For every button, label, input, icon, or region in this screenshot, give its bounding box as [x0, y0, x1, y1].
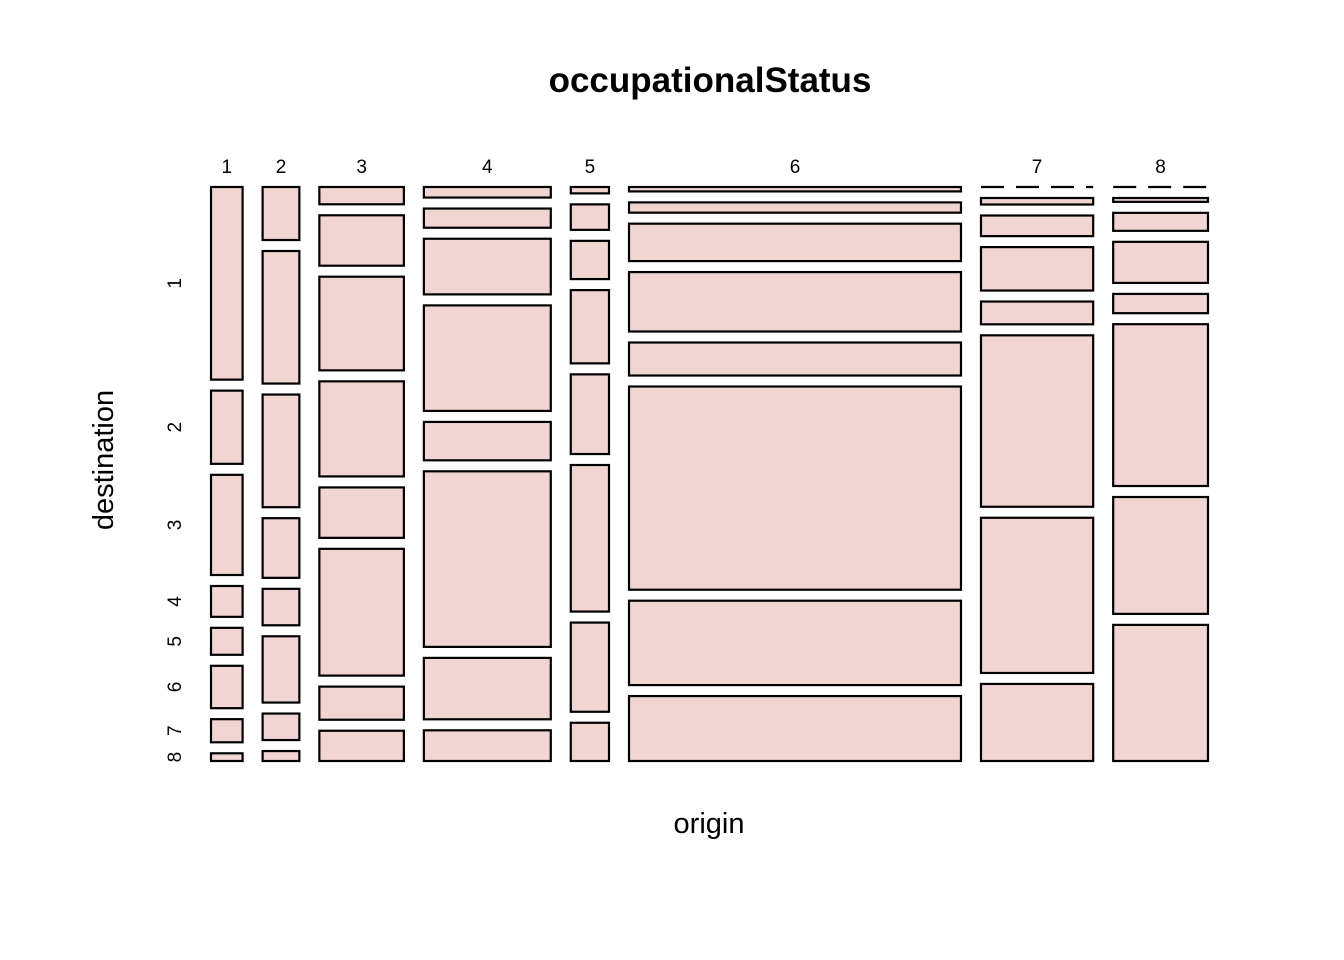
mosaic-tile: [569, 288, 611, 365]
mosaic-tile: [979, 516, 1095, 675]
mosaic-tile: [569, 621, 611, 713]
mosaic-tile: [979, 246, 1095, 292]
mosaic-tile: [261, 635, 301, 704]
mosaic-tile: [422, 729, 552, 763]
x-tick-labels: 1 2 3 4 5 6 7 8: [222, 157, 1166, 178]
mosaic-tile: [1112, 495, 1210, 615]
mosaic-tile: [261, 517, 301, 579]
mosaic-tile: [1112, 323, 1210, 488]
mosaic-tile: [627, 185, 963, 193]
mosaic-tile: [627, 201, 963, 214]
mosaic-tile: [261, 749, 301, 763]
mosaic-tile: [569, 185, 611, 195]
mosaic-tile: [318, 380, 405, 478]
y-tick-label: 3: [165, 520, 186, 531]
mosaic-tile: [569, 203, 611, 231]
y-tick-label: 6: [165, 682, 186, 693]
mosaic-tile: [979, 300, 1095, 326]
mosaic-tile: [1112, 196, 1210, 203]
mosaic-tile: [261, 185, 301, 242]
mosaic-tile: [979, 682, 1095, 763]
y-tick-label: 4: [165, 596, 186, 607]
mosaic-tile: [318, 547, 405, 677]
y-tick-label: 1: [165, 278, 186, 289]
x-tick-label: 6: [790, 157, 801, 178]
mosaic-tile: [209, 389, 244, 465]
mosaic-tile: [261, 249, 301, 385]
x-tick-label: 2: [276, 157, 287, 178]
mosaic-tile: [627, 599, 963, 687]
mosaic-tile: [209, 584, 244, 618]
y-tick-label: 8: [165, 752, 186, 763]
mosaic-tile: [569, 721, 611, 763]
x-tick-label: 1: [222, 157, 233, 178]
mosaic-tile: [422, 304, 552, 413]
mosaic-tile: [627, 222, 963, 263]
mosaic-tile: [318, 275, 405, 372]
mosaic-tile: [261, 393, 301, 509]
chart-title: occupationalStatus: [549, 61, 872, 100]
mosaic-tile: [318, 729, 405, 763]
mosaic-tile: [627, 341, 963, 377]
mosaic-tile: [979, 196, 1095, 206]
mosaic-tile: [422, 470, 552, 648]
y-tick-label: 2: [165, 422, 186, 433]
y-tick-label: 7: [165, 725, 186, 736]
mosaic-tile: [209, 664, 244, 710]
mosaic-tile: [422, 185, 552, 199]
mosaic-tiles: [209, 185, 1210, 763]
mosaic-tile: [1112, 211, 1210, 232]
mosaic-tile: [569, 463, 611, 613]
mosaic-tile: [318, 214, 405, 267]
mosaic-tile: [209, 752, 244, 763]
mosaic-tile: [209, 185, 244, 381]
mosaic-tile: [209, 626, 244, 656]
mosaic-tile: [422, 656, 552, 721]
mosaic-tile: [318, 685, 405, 721]
mosaic-tile: [261, 712, 301, 742]
mosaic-tile: [422, 237, 552, 296]
mosaic-tile: [318, 185, 405, 206]
x-tick-label: 8: [1155, 157, 1166, 178]
mosaic-tile: [979, 334, 1095, 508]
mosaic-tile: [627, 385, 963, 591]
x-tick-label: 7: [1032, 157, 1043, 178]
mosaic-tile: [422, 207, 552, 229]
y-axis-title: destination: [88, 390, 120, 530]
mosaic-tile: [979, 214, 1095, 238]
mosaic-tile: [1112, 292, 1210, 315]
mosaic-tile: [318, 486, 405, 539]
mosaic-tile: [1112, 240, 1210, 285]
mosaic-tile: [209, 473, 244, 577]
mosaic-tile: [261, 587, 301, 627]
mosaic-tile: [569, 373, 611, 456]
y-tick-label: 5: [165, 636, 186, 647]
y-tick-labels: 1 2 3 4 5 6 7 8: [165, 278, 186, 762]
mosaic-tile: [627, 694, 963, 763]
mosaic-tile: [209, 718, 244, 744]
x-axis-title: origin: [674, 808, 745, 840]
mosaic-tile: [422, 420, 552, 462]
mosaic-tile: [627, 270, 963, 333]
x-tick-label: 4: [482, 157, 493, 178]
mosaic-tile: [1112, 623, 1210, 763]
mosaic-tile: [569, 239, 611, 281]
x-tick-label: 3: [356, 157, 367, 178]
x-tick-label: 5: [585, 157, 596, 178]
